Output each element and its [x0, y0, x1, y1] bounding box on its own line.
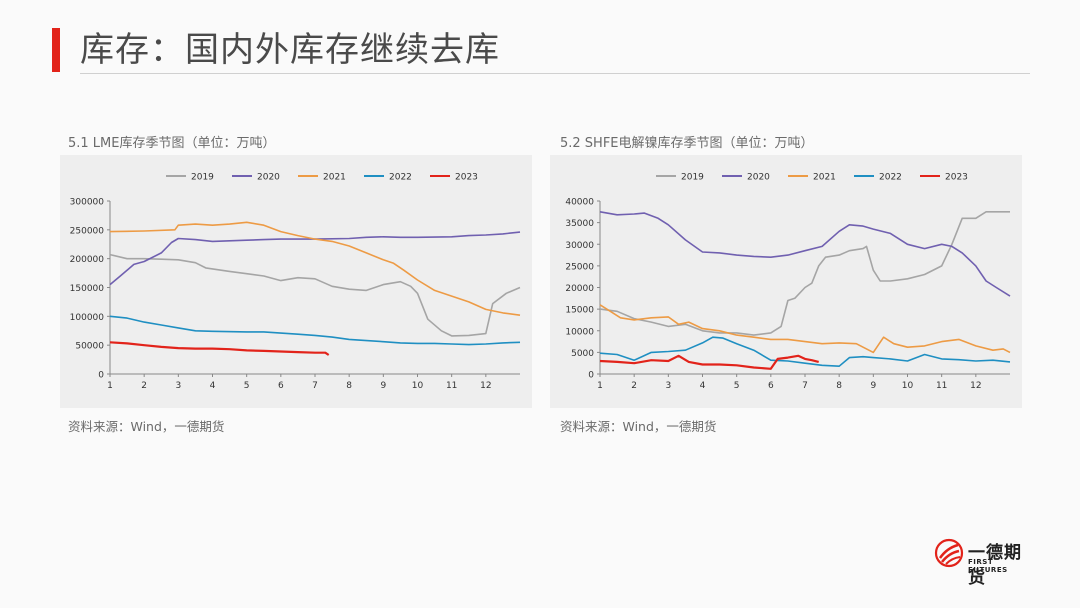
legend-label-2022: 2022: [879, 173, 902, 183]
legend-label-2021: 2021: [323, 173, 346, 183]
x-tick-label: 4: [700, 381, 706, 391]
x-tick-label: 8: [346, 381, 352, 391]
legend-label-2020: 2020: [257, 173, 280, 183]
y-tick-label: 0: [588, 371, 594, 381]
x-tick-label: 3: [175, 381, 181, 391]
series-line-2021: [599, 304, 1011, 354]
y-tick-label: 100000: [70, 313, 105, 323]
y-tick-label: 25000: [565, 262, 594, 272]
x-tick-label: 2: [631, 381, 637, 391]
legend-label-2022: 2022: [389, 173, 412, 183]
y-tick-label: 250000: [70, 226, 105, 236]
x-tick-label: 7: [802, 381, 808, 391]
y-tick-label: 15000: [565, 306, 594, 316]
x-tick-label: 11: [446, 381, 457, 391]
x-tick-label: 10: [902, 381, 914, 391]
y-tick-label: 20000: [565, 284, 594, 294]
y-tick-label: 200000: [70, 255, 105, 265]
y-tick-label: 40000: [565, 198, 594, 208]
brand-name-cn: 一德期货: [968, 543, 1022, 588]
legend-label-2023: 2023: [945, 173, 968, 183]
legend: 2019 2020 2021 2022 2023: [656, 173, 968, 183]
x-tick-label: 11: [936, 381, 947, 391]
series-line-2020: [109, 231, 521, 286]
x-tick-label: 12: [970, 381, 981, 391]
y-tick-label: 5000: [571, 349, 594, 359]
y-tick-label: 10000: [565, 327, 594, 337]
y-tick-label: 150000: [70, 284, 105, 294]
chart-2-caption: 5.2 SHFE电解镍库存季节图（单位：万吨）: [560, 136, 814, 151]
series-line-2022: [109, 315, 521, 346]
title-accent-bar: [52, 28, 60, 72]
legend: 2019 2020 2021 2022 2023: [166, 173, 478, 183]
x-tick-label: 9: [870, 381, 876, 391]
x-tick-label: 12: [480, 381, 491, 391]
y-tick-label: 300000: [70, 198, 105, 208]
y-tick-label: 30000: [565, 241, 594, 251]
chart-1-panel: 2019 2020 2021 2022 2023 0 50000 100000 150000 20…: [60, 155, 532, 408]
x-tick-label: 4: [210, 381, 216, 391]
series-line-2019: [599, 211, 1010, 336]
chart-2-panel: 2019 2020 2021 2022 2023 0 5000 10000 15000 20000…: [550, 155, 1022, 408]
page-title: 库存：国内外库存继续去库: [80, 30, 500, 70]
legend-label-2021: 2021: [813, 173, 836, 183]
x-tick-label: 10: [412, 381, 424, 391]
series-line-2019: [109, 253, 521, 337]
x-tick-label: 3: [665, 381, 671, 391]
x-tick-label: 5: [734, 381, 740, 391]
legend-label-2023: 2023: [455, 173, 478, 183]
legend-label-2020: 2020: [747, 173, 770, 183]
series-line-2021: [109, 221, 521, 316]
x-tick-label: 6: [768, 381, 774, 391]
y-tick-label: 35000: [565, 219, 594, 229]
chart-1-caption: 5.1 LME库存季节图（单位：万吨）: [68, 136, 276, 151]
company-logo: 一德期货 FIRST FUTURES: [934, 538, 1034, 588]
series-line-2020: [599, 211, 1011, 297]
x-tick-label: 1: [107, 381, 113, 391]
logo-mark-icon: [934, 538, 964, 568]
legend-label-2019: 2019: [681, 173, 704, 183]
brand-name-en: FIRST FUTURES: [968, 558, 1008, 574]
series-line-2023: [599, 354, 819, 370]
chart-2-source: 资料来源：Wind，一德期货: [560, 419, 717, 434]
series-line-2022: [599, 336, 1011, 367]
x-tick-label: 9: [380, 381, 386, 391]
title-divider: [80, 73, 1030, 74]
series-line-2023: [109, 341, 330, 356]
y-tick-label: 50000: [75, 342, 104, 352]
x-tick-label: 2: [141, 381, 147, 391]
y-tick-label: 0: [98, 371, 104, 381]
x-tick-label: 8: [836, 381, 842, 391]
shfe-nickel-inventory-chart: 2019 2020 2021 2022 2023 0 5000 10000 15000 20000…: [565, 173, 1011, 391]
legend-label-2019: 2019: [191, 173, 214, 183]
x-tick-label: 1: [597, 381, 603, 391]
x-tick-label: 6: [278, 381, 284, 391]
x-tick-label: 7: [312, 381, 318, 391]
x-tick-label: 5: [244, 381, 250, 391]
chart-1-source: 资料来源：Wind，一德期货: [68, 419, 225, 434]
lme-inventory-chart: 2019 2020 2021 2022 2023 0 50000 100000 150000 20…: [70, 173, 521, 391]
